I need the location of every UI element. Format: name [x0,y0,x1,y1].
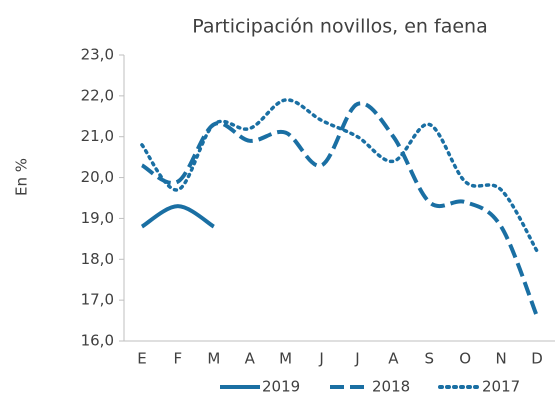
series-line [140,101,539,318]
y-tick-label: 23,0 [81,46,114,64]
y-tick-label: 17,0 [81,291,114,309]
series-line [140,98,539,253]
legend-label: 2018 [372,378,410,396]
y-tick-label: 18,0 [81,250,114,268]
x-tick-label: J [318,350,323,368]
chart-title: Participación novillos, en faena [192,16,487,38]
y-tick-label: 22,0 [81,86,114,104]
x-tick-label: N [496,350,507,368]
legend-label: 2017 [482,378,520,396]
x-tick-label: A [245,350,256,368]
y-tick-label: 19,0 [81,209,114,227]
y-tick-label: 16,0 [81,332,114,350]
x-tick-label: F [174,350,183,368]
y-tick-label: 20,0 [81,168,114,186]
y-axis-label: En % [13,158,31,196]
legend-label: 2019 [262,378,300,396]
series-line [140,204,215,229]
x-tick-label: M [279,350,292,368]
x-tick-label: M [207,350,220,368]
y-tick-label: 21,0 [81,127,114,145]
x-tick-label: E [137,350,146,368]
x-tick-label: S [425,350,435,368]
x-tick-label: A [388,350,399,368]
x-tick-label: J [354,350,359,368]
x-tick-label: O [459,350,471,368]
x-tick-label: D [531,350,543,368]
